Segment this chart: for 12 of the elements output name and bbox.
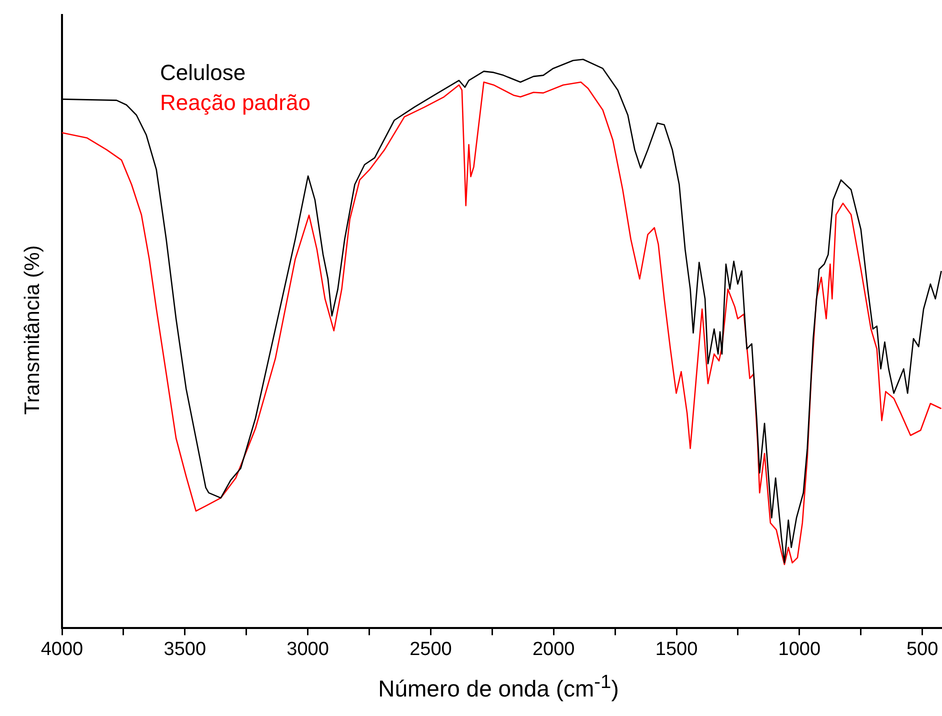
x-tick-label: 500 [906,638,938,660]
series-label: Celulose [160,59,247,87]
text: Reação padrão [160,89,310,117]
x-tick-label: 1000 [778,638,821,660]
x-tick-label: 4000 [40,638,84,660]
x-tick-label: 2000 [532,638,575,660]
x-tick-label: 3500 [164,638,206,660]
x-tick-label: 1500 [655,638,698,660]
y-axis-title: Transmitância (%) [21,245,45,415]
x-axis-title: Número de onda (cm$^{-1}$) [377,672,620,703]
x-tick-label: 3000 [286,638,329,660]
x-tick-label: 2500 [410,638,452,660]
